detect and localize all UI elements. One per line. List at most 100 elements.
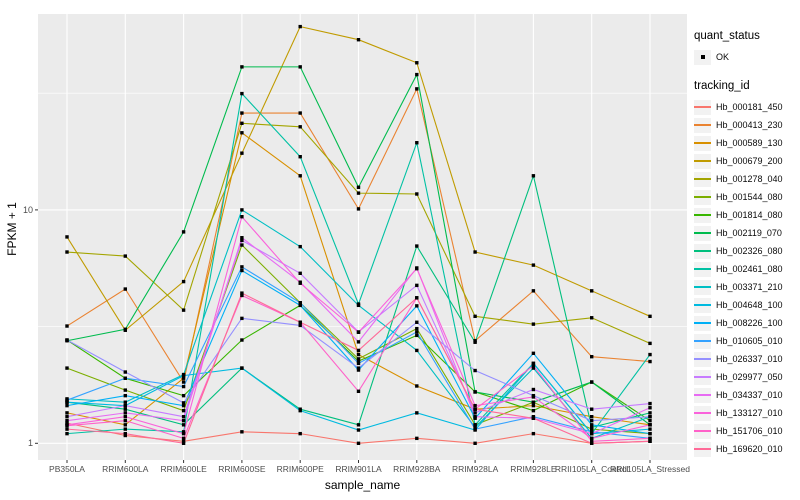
legend-key-swatch: [694, 225, 711, 241]
legend-entry-label: Hb_008226_100: [716, 318, 783, 328]
data-point: [298, 155, 302, 159]
data-point: [123, 388, 127, 392]
data-point: [298, 125, 302, 129]
data-point: [356, 441, 361, 445]
data-point: [356, 368, 361, 372]
data-point: [240, 316, 244, 321]
data-point: [590, 354, 594, 359]
data-point: [181, 401, 186, 405]
data-point: [415, 436, 419, 441]
data-point: [415, 61, 419, 65]
legend-entry-label: Hb_000413_230: [716, 120, 783, 130]
data-point: [240, 121, 244, 125]
y-axis-title: FPKM + 1: [5, 202, 19, 256]
data-point: [590, 436, 594, 441]
data-point: [356, 340, 361, 344]
data-point: [415, 411, 419, 415]
data-point: [123, 418, 127, 423]
data-point: [123, 370, 127, 374]
legend-entry: Hb_000589_130: [694, 134, 800, 152]
x-tick-label: RRIM928LE: [510, 464, 557, 474]
data-point: [298, 24, 302, 29]
data-point: [415, 304, 419, 308]
data-point: [65, 418, 69, 423]
data-point: [240, 236, 244, 240]
data-point: [240, 111, 244, 115]
legend-key-swatch: [694, 243, 711, 259]
legend-key-swatch: [694, 279, 711, 295]
legend-entry-label: Hb_004648_100: [716, 300, 783, 310]
legend-key-swatch: [694, 261, 711, 277]
data-point: [298, 303, 302, 308]
data-point: [298, 271, 302, 276]
x-tick-label: RRIM901LA: [335, 464, 382, 474]
data-point: [590, 418, 594, 423]
data-point: [181, 436, 186, 441]
data-point: [531, 408, 536, 413]
data-point: [648, 431, 652, 436]
legend-entry-label: Hb_029977_050: [716, 372, 783, 382]
legend-entry-label: Hb_026337_010: [716, 354, 783, 364]
legend-entry: Hb_002119_070: [694, 224, 800, 242]
data-point: [590, 425, 594, 430]
data-point: [648, 423, 652, 427]
legend-entry: Hb_000181_450: [694, 98, 800, 116]
data-point: [473, 250, 477, 254]
data-point: [415, 348, 419, 353]
legend-key-swatch: [694, 423, 711, 439]
data-point: [415, 87, 419, 91]
data-point: [240, 430, 244, 434]
legend-entry: Hb_151706_010: [694, 422, 800, 440]
legend-entry-label: Hb_133127_010: [716, 408, 783, 418]
legend-key-swatch: [694, 405, 711, 421]
data-point: [65, 403, 69, 408]
data-point: [648, 341, 652, 346]
data-point: [356, 185, 361, 189]
data-point: [181, 279, 186, 284]
data-point: [415, 192, 419, 196]
data-point: [648, 436, 652, 441]
data-point: [531, 400, 536, 404]
data-point: [240, 268, 244, 273]
data-point: [590, 415, 594, 419]
data-point: [473, 390, 477, 394]
legend-entry-label: Hb_001544_080: [716, 192, 783, 202]
legend-entry-quant-status: OK: [694, 48, 800, 66]
data-point: [181, 230, 186, 234]
data-point: [531, 289, 536, 293]
legend-key-swatch: [694, 207, 711, 223]
legend-key-swatch: [694, 153, 711, 169]
data-point: [123, 327, 127, 331]
data-point: [415, 72, 419, 77]
data-point: [590, 407, 594, 411]
legend-entry: Hb_002326_080: [694, 242, 800, 260]
legend-entry-label: Hb_001814_080: [716, 210, 783, 220]
data-point: [531, 361, 536, 366]
data-point: [356, 361, 361, 366]
legend-key-swatch: [694, 315, 711, 331]
data-point: [648, 439, 652, 443]
data-point: [123, 400, 127, 404]
data-point: [590, 427, 594, 431]
legend-key-swatch: [694, 297, 711, 313]
data-point: [531, 174, 536, 178]
data-point: [240, 151, 244, 155]
data-point: [240, 215, 244, 219]
data-point: [356, 359, 361, 363]
data-point: [65, 366, 69, 370]
data-point: [531, 387, 536, 392]
legend-key-swatch: [694, 351, 711, 367]
y-tick-label-1: 1: [27, 438, 33, 448]
data-point: [356, 357, 361, 361]
data-point: [648, 401, 652, 406]
data-point: [356, 352, 361, 357]
data-point: [531, 364, 536, 368]
data-point: [65, 415, 69, 419]
data-point: [65, 235, 69, 239]
legend-entry-label: Hb_010605_010: [716, 336, 783, 346]
data-point: [181, 384, 186, 389]
data-point: [240, 291, 244, 295]
data-point: [240, 265, 244, 269]
x-tick-label: RRIM600LE: [160, 464, 207, 474]
data-point: [590, 430, 594, 434]
